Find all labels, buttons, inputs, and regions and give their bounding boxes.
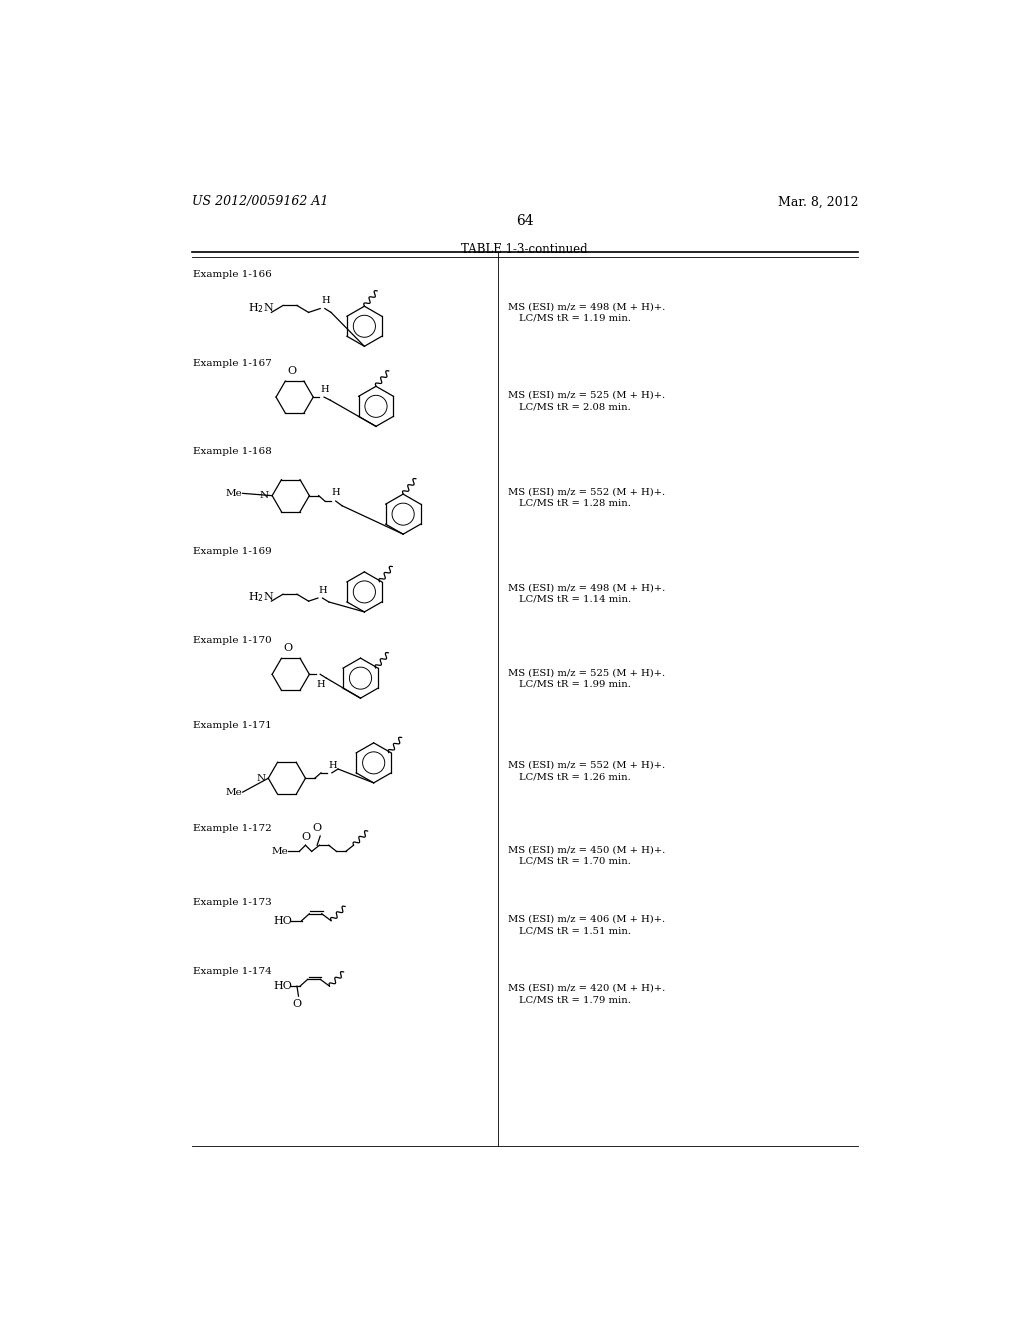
Text: LC/MS tR = 1.99 min.: LC/MS tR = 1.99 min. — [519, 680, 631, 689]
Text: HO: HO — [273, 916, 293, 925]
Text: O: O — [288, 366, 297, 376]
Text: MS (ESI) m/z = 498 (M + H)+.: MS (ESI) m/z = 498 (M + H)+. — [508, 583, 665, 593]
Text: LC/MS tR = 1.51 min.: LC/MS tR = 1.51 min. — [519, 927, 632, 935]
Text: H: H — [332, 488, 340, 498]
Text: LC/MS tR = 1.19 min.: LC/MS tR = 1.19 min. — [519, 314, 632, 323]
Text: LC/MS tR = 1.70 min.: LC/MS tR = 1.70 min. — [519, 857, 631, 866]
Text: MS (ESI) m/z = 450 (M + H)+.: MS (ESI) m/z = 450 (M + H)+. — [508, 845, 665, 854]
Text: LC/MS tR = 1.26 min.: LC/MS tR = 1.26 min. — [519, 772, 631, 781]
Text: Example 1-167: Example 1-167 — [194, 359, 271, 367]
Text: MS (ESI) m/z = 552 (M + H)+.: MS (ESI) m/z = 552 (M + H)+. — [508, 760, 665, 770]
Text: Me: Me — [226, 488, 243, 498]
Text: O: O — [293, 999, 301, 1010]
Text: TABLE 1-3-continued: TABLE 1-3-continued — [462, 243, 588, 256]
Text: Me: Me — [226, 788, 243, 796]
Text: Example 1-174: Example 1-174 — [194, 966, 271, 975]
Text: LC/MS tR = 1.79 min.: LC/MS tR = 1.79 min. — [519, 995, 631, 1005]
Text: Example 1-171: Example 1-171 — [194, 721, 271, 730]
Text: N: N — [256, 774, 265, 783]
Text: O: O — [301, 832, 310, 842]
Text: MS (ESI) m/z = 406 (M + H)+.: MS (ESI) m/z = 406 (M + H)+. — [508, 915, 665, 924]
Text: Example 1-166: Example 1-166 — [194, 271, 271, 279]
Text: LC/MS tR = 2.08 min.: LC/MS tR = 2.08 min. — [519, 403, 631, 412]
Text: 64: 64 — [516, 214, 534, 228]
Text: H: H — [316, 680, 325, 689]
Text: Mar. 8, 2012: Mar. 8, 2012 — [777, 195, 858, 209]
Text: MS (ESI) m/z = 525 (M + H)+.: MS (ESI) m/z = 525 (M + H)+. — [508, 668, 665, 677]
Text: US 2012/0059162 A1: US 2012/0059162 A1 — [191, 195, 328, 209]
Text: LC/MS tR = 1.14 min.: LC/MS tR = 1.14 min. — [519, 595, 632, 605]
Text: Example 1-170: Example 1-170 — [194, 636, 271, 644]
Text: MS (ESI) m/z = 498 (M + H)+.: MS (ESI) m/z = 498 (M + H)+. — [508, 302, 665, 312]
Text: MS (ESI) m/z = 552 (M + H)+.: MS (ESI) m/z = 552 (M + H)+. — [508, 487, 665, 496]
Text: Example 1-168: Example 1-168 — [194, 447, 271, 457]
Text: H: H — [321, 385, 329, 395]
Text: N: N — [260, 491, 269, 500]
Text: H: H — [318, 586, 328, 595]
Text: Example 1-173: Example 1-173 — [194, 898, 271, 907]
Text: Example 1-169: Example 1-169 — [194, 548, 271, 556]
Text: Example 1-172: Example 1-172 — [194, 825, 271, 833]
Text: Me: Me — [271, 847, 288, 855]
Text: O: O — [284, 643, 293, 653]
Text: LC/MS tR = 1.28 min.: LC/MS tR = 1.28 min. — [519, 499, 631, 508]
Text: H$_2$N: H$_2$N — [248, 302, 274, 315]
Text: H$_2$N: H$_2$N — [248, 590, 274, 605]
Text: HO: HO — [273, 981, 293, 991]
Text: O: O — [312, 822, 322, 833]
Text: MS (ESI) m/z = 525 (M + H)+.: MS (ESI) m/z = 525 (M + H)+. — [508, 391, 665, 400]
Text: MS (ESI) m/z = 420 (M + H)+.: MS (ESI) m/z = 420 (M + H)+. — [508, 983, 665, 993]
Text: H: H — [328, 760, 337, 770]
Text: H: H — [321, 296, 330, 305]
